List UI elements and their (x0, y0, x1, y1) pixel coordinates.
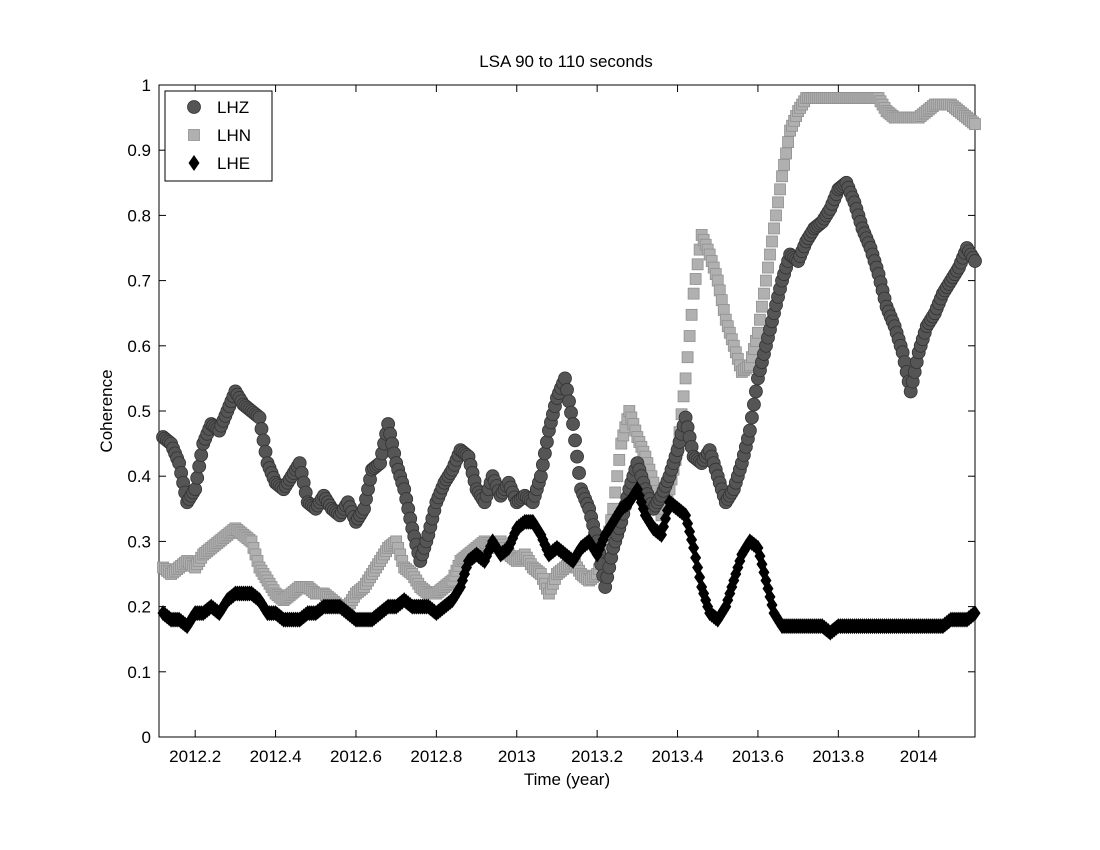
lhn-point (677, 390, 690, 403)
lhz-point (745, 410, 759, 425)
lhn-point (713, 284, 726, 297)
y-tick-label: 1 (142, 76, 151, 95)
y-tick-label: 0 (142, 728, 151, 747)
lhn-point (762, 261, 774, 274)
lhn-point (756, 300, 768, 313)
lhz-point (254, 422, 269, 436)
series-lhz (156, 175, 982, 594)
legend-lhz-label: LHZ (217, 98, 249, 117)
lhz-point (190, 470, 205, 485)
y-tick-label: 0.5 (127, 402, 151, 421)
lhn-point (754, 313, 766, 326)
x-tick-label: 2013.6 (732, 747, 784, 766)
y-axis-ticks: 0 0.1 0.2 0.3 0.4 0.5 0.6 0.7 0.8 0.9 1 (127, 76, 975, 747)
x-tick-label: 2013.8 (812, 747, 864, 766)
y-tick-label: 0.4 (127, 467, 151, 486)
lhz-point (566, 417, 580, 431)
y-tick-label: 0.2 (127, 598, 151, 617)
y-tick-label: 0.7 (127, 272, 151, 291)
lhn-point (766, 235, 778, 248)
lhz-point (558, 371, 572, 386)
lhn-point (717, 304, 730, 316)
lhz-point (252, 410, 267, 425)
lhz-point (749, 384, 763, 399)
lhn-point (760, 274, 772, 287)
lhz-point (564, 405, 578, 420)
lhn-point (611, 470, 624, 483)
x-tick-label: 2013.4 (652, 747, 704, 766)
lhz-point (570, 449, 584, 464)
lhz-point (568, 433, 582, 448)
lhz-point (256, 433, 271, 448)
lhz-point (572, 466, 586, 480)
lhz-point (535, 457, 550, 472)
y-tick-label: 0.8 (127, 206, 151, 225)
lhn-point (969, 118, 981, 131)
x-tick-label: 2012.2 (169, 747, 221, 766)
x-tick-label: 2013.2 (571, 747, 623, 766)
lhn-point (776, 170, 788, 183)
lhz-point (968, 254, 982, 268)
x-axis-label: Time (year) (524, 770, 610, 789)
lhz-point (560, 382, 574, 397)
lhn-point (681, 351, 694, 364)
lhz-point (258, 444, 273, 459)
legend-lhn-label: LHN (217, 126, 251, 145)
lhz-point (537, 446, 552, 461)
x-axis-ticks: 2012.2 2012.4 2012.6 2012.8 2013 2013.2 2013.4… (169, 85, 938, 766)
lhn-point (764, 248, 776, 261)
lhz-point (188, 482, 203, 497)
lhz-point (533, 469, 548, 484)
lhz-point (562, 394, 576, 409)
lhz-point (742, 423, 757, 438)
lhn-point (685, 308, 698, 321)
lhn-point (770, 209, 782, 222)
series-lhn (157, 92, 981, 613)
legend-lhn-marker (188, 129, 200, 141)
legend-lhe-marker (188, 155, 200, 171)
lhn-point (778, 158, 790, 171)
legend: LHZ LHN LHE (164, 90, 273, 182)
lhn-point (689, 273, 702, 285)
lhn-point (768, 222, 780, 235)
lhn-point (715, 294, 728, 307)
lhn-point (683, 330, 696, 342)
lhz-point (540, 435, 554, 449)
lhz-point (747, 397, 761, 412)
lhn-point (772, 196, 784, 209)
x-tick-label: 2013 (498, 747, 536, 766)
lhn-point (609, 486, 622, 499)
lhz-point (192, 459, 207, 474)
x-tick-label: 2012.8 (410, 747, 462, 766)
lhe-point (969, 605, 981, 622)
lhn-point (774, 183, 786, 196)
series-lhe (157, 481, 981, 641)
x-tick-label: 2014 (900, 747, 938, 766)
legend-lhz-marker (187, 100, 201, 114)
legend-lhe-label: LHE (217, 154, 250, 173)
data-markers (156, 92, 982, 641)
x-tick-label: 2012.4 (250, 747, 302, 766)
lhn-point (613, 453, 626, 466)
lhn-point (780, 147, 792, 160)
y-tick-label: 0.3 (127, 532, 151, 551)
lhn-point (782, 136, 794, 148)
lhn-point (679, 372, 692, 385)
y-tick-label: 0.6 (127, 337, 151, 356)
legend-box (164, 90, 273, 182)
chart-title: LSA 90 to 110 seconds (479, 52, 653, 71)
lhn-point (758, 287, 770, 300)
y-tick-label: 0.1 (127, 663, 151, 682)
lhn-point (687, 287, 700, 300)
lhn-point (711, 274, 724, 287)
lhn-point (691, 258, 704, 271)
legend-items: LHZ LHN LHE (187, 98, 251, 173)
x-tick-label: 2012.6 (330, 747, 382, 766)
y-axis-label: Coherence (97, 369, 116, 452)
y-tick-label: 0.9 (127, 141, 151, 160)
lhz-point (194, 448, 209, 462)
